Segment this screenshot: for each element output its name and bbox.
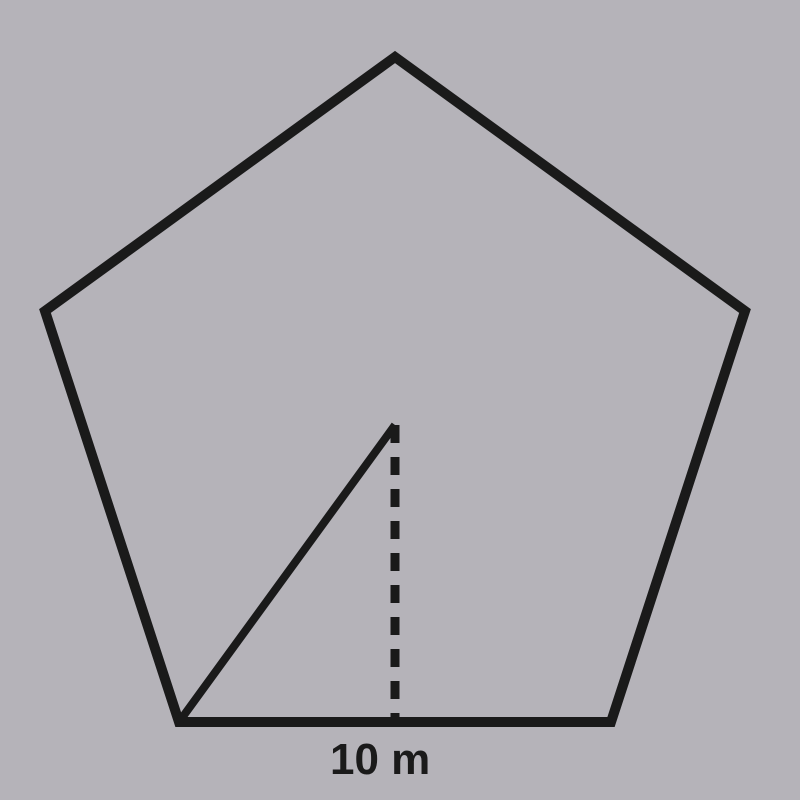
background	[0, 0, 800, 800]
side-length-label: 10 m	[330, 735, 430, 785]
geometry-diagram: 10 m	[0, 0, 800, 800]
pentagon-svg	[0, 0, 800, 800]
